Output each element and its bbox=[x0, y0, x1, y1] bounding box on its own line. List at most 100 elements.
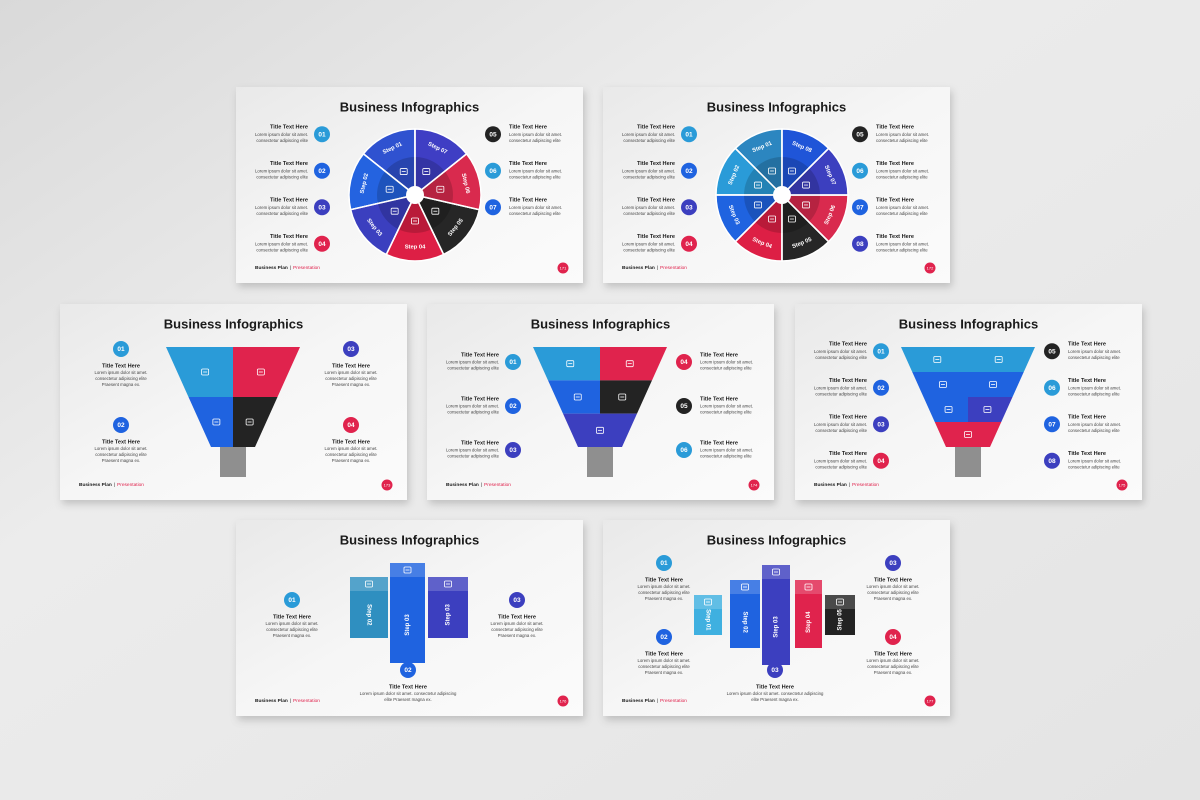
number-label: 08 bbox=[1048, 458, 1056, 465]
icon bbox=[704, 598, 712, 606]
step-label: Step 02 bbox=[360, 173, 370, 194]
footer-brand: Business Plan bbox=[814, 482, 847, 488]
item-title: Title Text Here bbox=[509, 198, 547, 204]
number-badge bbox=[656, 555, 672, 571]
item-text: Lorem ipsum dolor sit amet. bbox=[622, 205, 675, 210]
item-text: Praesent magna ex. bbox=[273, 633, 311, 638]
number-badge bbox=[676, 354, 692, 370]
funnel-cell bbox=[901, 347, 968, 372]
item-title: Title Text Here bbox=[637, 234, 675, 240]
item-text: consectetur adipiscing elite bbox=[700, 410, 752, 415]
item-text: Lorem ipsum dolor sit amet. bbox=[866, 658, 919, 663]
item-text: consectetur adipiscing elite bbox=[256, 138, 308, 143]
step-label: Step 05 bbox=[838, 608, 844, 630]
icon bbox=[754, 181, 762, 189]
page-badge bbox=[557, 262, 569, 274]
number-label: 01 bbox=[318, 131, 326, 138]
number-badge bbox=[509, 592, 525, 608]
item-text: Lorem ipsum dolor sit amet. bbox=[509, 168, 562, 173]
number-label: 02 bbox=[117, 422, 125, 429]
number-badge bbox=[873, 379, 889, 396]
footer: Business Plan | Presentation bbox=[255, 265, 320, 271]
number-label: 05 bbox=[856, 131, 864, 138]
item-title: Title Text Here bbox=[829, 342, 867, 348]
icon bbox=[385, 185, 394, 193]
number-label: 02 bbox=[685, 168, 693, 175]
item-text: consectetur adipiscing elite bbox=[623, 138, 675, 143]
item-text: Lorem ipsum dolor sit amet. bbox=[637, 658, 690, 663]
number-label: 03 bbox=[685, 204, 693, 211]
number-badge bbox=[314, 199, 330, 216]
item-text: consectetur adipiscing elite bbox=[509, 211, 561, 216]
item-title: Title Text Here bbox=[270, 234, 308, 240]
funnel-cell bbox=[233, 347, 300, 397]
pie-center bbox=[773, 186, 791, 204]
number-label: 03 bbox=[318, 204, 326, 211]
item-text: Praesent magna ex. bbox=[332, 458, 370, 463]
icon bbox=[754, 201, 762, 209]
number-label: 03 bbox=[513, 597, 521, 604]
item-title: Title Text Here bbox=[876, 198, 914, 204]
icon bbox=[836, 598, 844, 606]
step-label: Step 03 bbox=[446, 603, 452, 625]
item-text: Lorem ipsum dolor sit amet. bbox=[700, 448, 753, 453]
footer-tag: Presentation bbox=[293, 265, 320, 271]
pie-slice bbox=[385, 193, 445, 262]
item-title: Title Text Here bbox=[461, 352, 499, 358]
page-number: 174 bbox=[751, 482, 758, 487]
item-text: Praesent magna ex. bbox=[102, 382, 140, 387]
pie-gap bbox=[414, 194, 445, 255]
item-title: Title Text Here bbox=[102, 363, 140, 369]
number-badge bbox=[400, 662, 416, 678]
number-label: 07 bbox=[856, 204, 864, 211]
pie-gap bbox=[734, 147, 783, 196]
icon bbox=[566, 360, 575, 368]
icon bbox=[944, 406, 953, 413]
icon bbox=[964, 431, 972, 438]
icon bbox=[804, 583, 813, 591]
item-text: Praesent magna ex. bbox=[645, 596, 683, 601]
number-badge bbox=[676, 442, 692, 458]
item-text: Lorem ipsum dolor sit amet. bbox=[255, 132, 308, 137]
page-number: 171 bbox=[560, 265, 567, 270]
icon bbox=[625, 360, 634, 368]
pie-slice bbox=[413, 193, 481, 256]
footer-brand: Business Plan bbox=[622, 698, 655, 704]
item-title: Title Text Here bbox=[645, 577, 683, 583]
number-label: 07 bbox=[1048, 421, 1056, 428]
pie-gap bbox=[781, 194, 830, 243]
footer-separator: | bbox=[481, 482, 482, 488]
item-title: Title Text Here bbox=[461, 440, 499, 446]
number-badge bbox=[284, 592, 300, 608]
page-number: 173 bbox=[384, 482, 391, 487]
item-title: Title Text Here bbox=[700, 352, 738, 358]
item-title: Title Text Here bbox=[756, 684, 794, 690]
item-text: Praesent magna ex. bbox=[874, 670, 912, 675]
item-title: Title Text Here bbox=[332, 363, 370, 369]
number-label: 06 bbox=[680, 447, 688, 454]
number-badge bbox=[505, 442, 521, 458]
item-title: Title Text Here bbox=[509, 161, 547, 167]
item-text: consectetur adipiscing elite bbox=[1068, 464, 1120, 469]
item-text: Lorem ipsum dolor sit amet. bbox=[490, 621, 543, 626]
footer-separator: | bbox=[290, 698, 291, 704]
slide-title: Business Infographics bbox=[899, 316, 1038, 331]
number-label: 04 bbox=[889, 634, 897, 641]
pie-center bbox=[406, 186, 424, 204]
slide-title: Business Infographics bbox=[164, 316, 303, 331]
item-text: Lorem ipsum dolor sit amet. bbox=[324, 446, 377, 451]
item-text: consectetur adipiscing elite bbox=[1068, 355, 1120, 360]
item-text: Lorem ipsum dolor sit amet. bbox=[446, 404, 499, 409]
number-badge bbox=[681, 162, 697, 179]
number-badge bbox=[676, 398, 692, 414]
item-text: consectetur adipiscing elite bbox=[876, 138, 928, 143]
item-text: consectetur adipiscing elite bbox=[700, 366, 752, 371]
footer-separator: | bbox=[290, 265, 291, 271]
item-text: Lorem ipsum dolor sit amet. bbox=[814, 385, 867, 390]
number-badge bbox=[656, 629, 672, 645]
number-badge bbox=[873, 416, 889, 433]
number-label: 04 bbox=[877, 458, 885, 465]
